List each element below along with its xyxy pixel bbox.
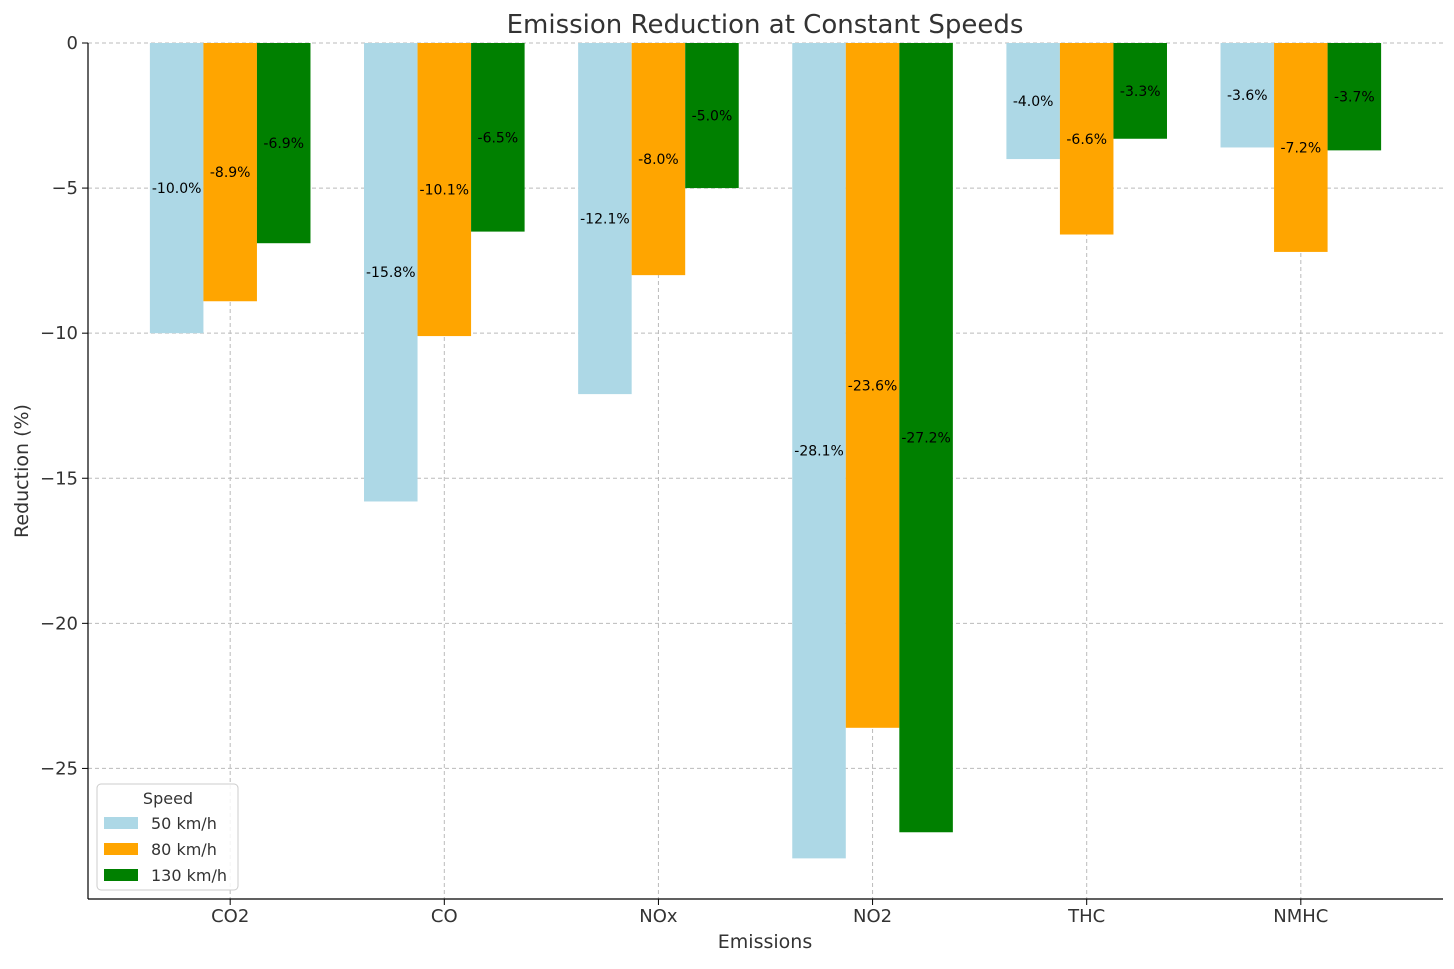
x-axis-label: Emissions	[718, 931, 812, 953]
legend-box	[96, 783, 239, 891]
x-tick-label: CO	[431, 906, 458, 927]
y-tick-label: −5	[51, 178, 78, 199]
legend-entry: 130 km/h	[151, 866, 227, 885]
data-label: -8.9%	[210, 165, 251, 181]
data-label: -10.0%	[152, 181, 202, 197]
legend-entry: 50 km/h	[151, 814, 217, 833]
bars	[149, 43, 1382, 859]
data-label: -3.3%	[1120, 84, 1161, 100]
legend-entry: 80 km/h	[151, 840, 217, 859]
bar-130-km-h-THC	[1113, 43, 1167, 139]
bar-80-km-h-CO2	[203, 43, 257, 302]
bar-80-km-h-NMHC	[1274, 43, 1328, 252]
y-tick-label: −10	[40, 323, 78, 344]
x-tick-label: THC	[1067, 906, 1105, 927]
y-tick-label: −20	[40, 613, 78, 634]
data-label: -27.2%	[901, 431, 951, 447]
data-labels: -10.0%-15.8%-12.1%-28.1%-4.0% -3.6%-8.9%-…	[152, 84, 1375, 460]
bar-50-km-h-THC	[1006, 43, 1060, 160]
x-tick-label: NO2	[853, 906, 892, 927]
bar-50-km-h-CO	[364, 43, 418, 502]
y-axis-label: Reduction (%)	[11, 404, 33, 538]
bar-130-km-h-NOx	[685, 43, 739, 189]
x-tick-label: CO2	[211, 906, 249, 927]
bar-50-km-h-NO2	[792, 43, 846, 859]
bar-80-km-h-CO	[417, 43, 472, 337]
bar-80-km-h-NOx	[631, 43, 686, 276]
data-label: -6.5%	[478, 130, 519, 146]
bar-130-km-h-NMHC	[1327, 43, 1382, 151]
data-label: -8.0%	[638, 152, 679, 168]
x-tick-label: NMHC	[1273, 906, 1328, 927]
y-tick-label: 0	[67, 33, 78, 54]
bar-50-km-h-NMHC	[1220, 43, 1275, 148]
legend-swatch	[104, 817, 138, 829]
legend-swatch	[104, 843, 138, 855]
bar-50-km-h-NOx	[578, 43, 632, 395]
legend-title: Speed	[143, 789, 193, 808]
bar-130-km-h-CO	[471, 43, 525, 232]
y-tick-label: −15	[40, 468, 78, 489]
y-tick-label: −25	[40, 758, 78, 779]
data-label: -10.1%	[420, 183, 470, 199]
data-label: -3.7%	[1334, 90, 1375, 106]
bar-130-km-h-NO2	[899, 43, 953, 833]
data-label: -6.6%	[1066, 132, 1107, 148]
legend-swatch	[104, 869, 138, 881]
data-label: -7.2%	[1281, 140, 1322, 156]
data-label: -6.9%	[263, 136, 304, 152]
bar-80-km-h-THC	[1059, 43, 1114, 235]
bar-130-km-h-CO2	[256, 43, 311, 244]
bar-80-km-h-NO2	[845, 43, 900, 728]
x-tick-label: NOx	[639, 906, 678, 927]
chart-title: Emission Reduction at Constant Speeds	[507, 10, 1024, 40]
data-label: -28.1%	[794, 444, 844, 460]
data-label: -4.0%	[1013, 94, 1054, 110]
data-label: -3.6%	[1227, 88, 1268, 104]
data-label: -23.6%	[848, 378, 898, 394]
bar-50-km-h-CO2	[149, 43, 204, 334]
axes: 0 −5 −10 −15 −20 −25 CO2 CO NOx NO2 THC NMHC	[40, 33, 1443, 927]
legend: Speed 50 km/h 80 km/h 130 km/h	[96, 783, 239, 891]
data-label: -5.0%	[692, 109, 733, 125]
data-label: -15.8%	[366, 265, 416, 281]
data-label: -12.1%	[580, 212, 630, 228]
